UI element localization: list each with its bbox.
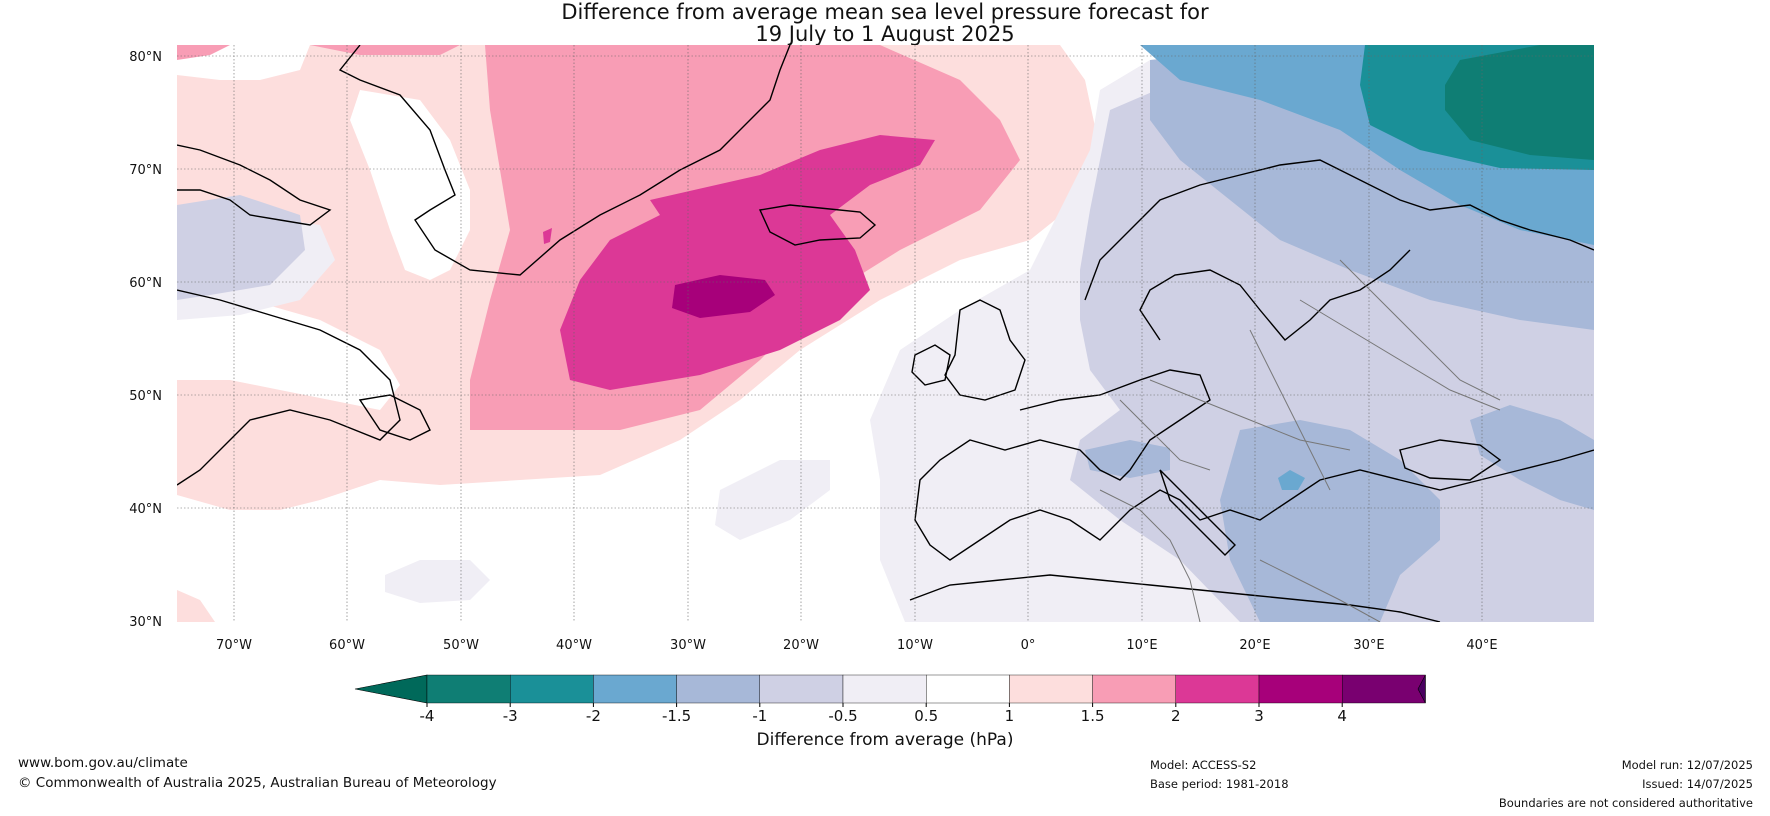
lat-label-60: 60°N	[129, 276, 162, 291]
colorbar-tick-label: -3	[503, 707, 518, 725]
graticule	[177, 45, 1594, 622]
footer-model-run: Model run: 12/07/2025	[1621, 758, 1753, 772]
anomaly-light-pink-patch-sw	[177, 590, 215, 622]
lon-label-10w: 10°W	[897, 638, 933, 653]
anomaly-pink-patch-nw	[177, 45, 230, 60]
footer-copyright: © Commonwealth of Australia 2025, Austra…	[18, 775, 497, 791]
colorbar-tick-label: 1	[1005, 707, 1015, 725]
lat-label-50: 50°N	[129, 389, 162, 404]
lon-label-70w: 70°W	[216, 638, 252, 653]
lon-label-40e: 40°E	[1466, 638, 1497, 653]
lon-label-20w: 20°W	[783, 638, 819, 653]
title-line-1: Difference from average mean sea level p…	[561, 0, 1209, 24]
colorbar-tick-label: -1	[752, 707, 767, 725]
anomaly-magenta-region	[560, 135, 935, 390]
lat-label-80: 80°N	[129, 50, 162, 65]
colorbar-bin	[426, 674, 511, 704]
lat-label-30: 30°N	[129, 615, 162, 630]
colorbar-tick-label: -4	[420, 707, 435, 725]
colorbar-bin	[593, 674, 677, 704]
colorbar-tick-label: 3	[1254, 707, 1264, 725]
footer-disclaimer: Boundaries are not considered authoritat…	[1498, 796, 1753, 810]
colorbar-bin	[926, 674, 1010, 704]
coast-greenland	[338, 45, 791, 276]
coast-iceland	[758, 204, 877, 246]
colorbar-tick-label: -1.5	[662, 707, 691, 725]
colorbar-bin	[510, 674, 594, 704]
colorbar-bin	[1009, 674, 1093, 704]
colorbar-bin	[1341, 674, 1426, 704]
lat-label-70: 70°N	[129, 163, 162, 178]
colorbar-tick-label: -2	[586, 707, 601, 725]
anomaly-lilac-subtrop	[385, 560, 490, 603]
lat-label-40: 40°N	[129, 502, 162, 517]
colorbar-extend-low	[354, 674, 428, 704]
colorbar-bin	[1258, 674, 1343, 704]
country-borders	[1099, 259, 1501, 622]
colorbar-bin	[759, 674, 844, 704]
footer-issued: Issued: 14/07/2025	[1642, 777, 1753, 791]
footer-model: Model: ACCESS-S2	[1150, 758, 1257, 772]
anomaly-lightblue-iberia-gulf	[1085, 440, 1170, 478]
coast-italy	[1159, 469, 1236, 556]
longitude-labels: 70°W 60°W 50°W 40°W 30°W 20°W 10°W 0° 10…	[216, 638, 1498, 653]
anomaly-lightblue-east	[1470, 405, 1594, 510]
coast-baffin	[177, 144, 332, 226]
colorbar-bin	[676, 674, 760, 704]
lon-label-0: 0°	[1021, 638, 1036, 653]
anomaly-neutral-labrador	[177, 300, 400, 410]
colorbar-tick-label: 4	[1337, 707, 1347, 725]
colorbar-tick-label: 0.5	[914, 707, 938, 725]
coast-scandinavia	[1084, 159, 1594, 301]
coastlines	[177, 45, 1594, 622]
lon-label-60w: 60°W	[329, 638, 365, 653]
coast-norway-sweden	[1139, 249, 1411, 341]
lon-label-30w: 30°W	[670, 638, 706, 653]
anomaly-pink-patch-n	[310, 45, 460, 55]
lon-label-10e: 10°E	[1126, 638, 1157, 653]
coast-black-sea	[1399, 439, 1502, 481]
colorbar-bin	[1092, 674, 1176, 704]
anomaly-blue-balkan-spot	[1278, 470, 1305, 490]
coast-newfoundland	[358, 394, 431, 441]
colorbar-bin	[842, 674, 927, 704]
anomaly-dark-magenta-core	[672, 275, 775, 318]
colorbar-extend-high	[1417, 674, 1426, 704]
lon-label-50w: 50°W	[443, 638, 479, 653]
lon-label-30e: 30°E	[1353, 638, 1384, 653]
coast-british-isles	[944, 299, 1026, 401]
colorbar-tick-label: 2	[1171, 707, 1181, 725]
colorbar: -4 -3 -2 -1.5 -1 -0.5 0.5 1 1.5 2 3 4	[354, 674, 1426, 725]
lon-label-20e: 20°E	[1239, 638, 1270, 653]
lon-label-40w: 40°W	[556, 638, 592, 653]
anomaly-neutral-greenland	[350, 90, 470, 280]
anomaly-lightblue-balkans	[1220, 420, 1440, 622]
footer-website: www.bom.gov.au/climate	[18, 755, 188, 771]
coast-europe-mainland	[914, 369, 1594, 561]
coast-north-africa	[909, 574, 1441, 622]
latitude-labels: 80°N 70°N 60°N 50°N 40°N 30°N	[129, 50, 162, 630]
footer-base-period: Base period: 1981-2018	[1150, 777, 1289, 791]
colorbar-tick-label: 1.5	[1081, 707, 1105, 725]
anomaly-lavender-westatl	[177, 195, 305, 300]
colorbar-tick-label: -0.5	[828, 707, 857, 725]
colorbar-label: Difference from average (hPa)	[757, 730, 1014, 750]
coast-labrador	[177, 289, 401, 486]
anomaly-magenta-patch	[543, 228, 552, 244]
coast-ireland	[911, 344, 951, 386]
title-line-2: 19 July to 1 August 2025	[755, 22, 1015, 46]
map-panel	[177, 45, 1594, 622]
colorbar-bin	[1175, 674, 1260, 704]
